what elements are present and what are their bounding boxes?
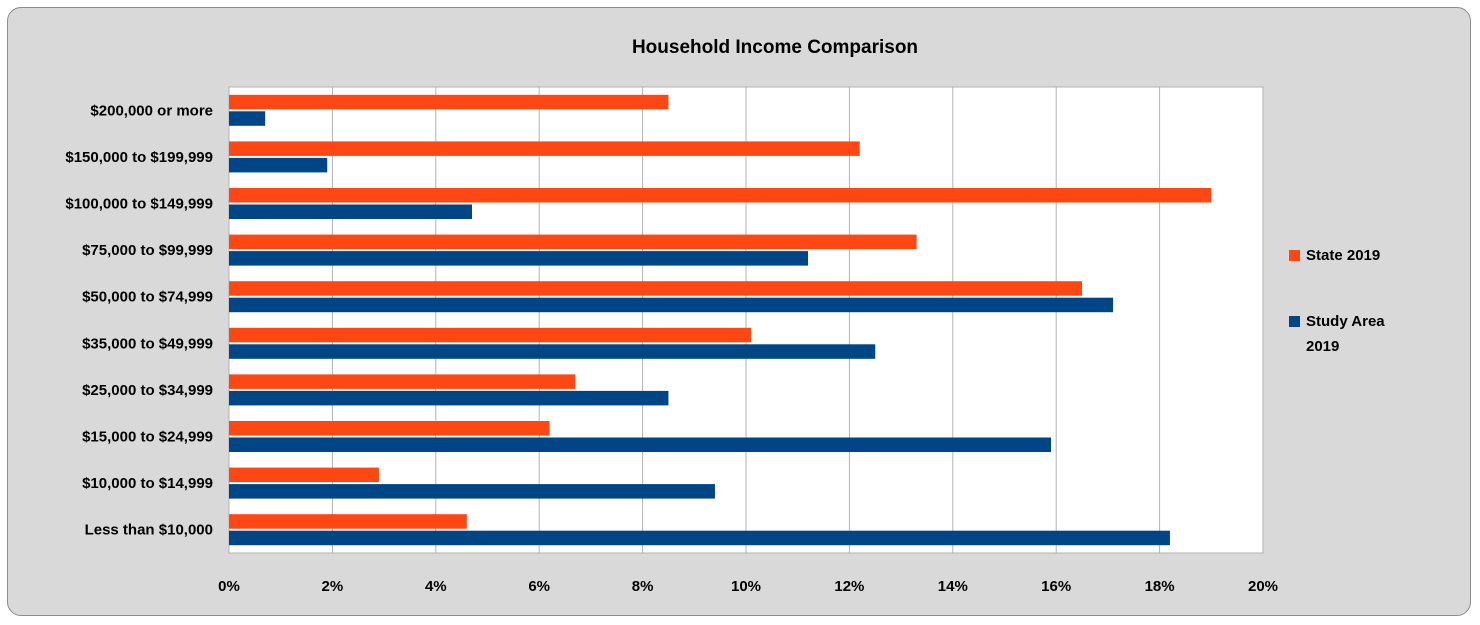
bar-state-2019-10-000-to-14-999 <box>229 467 379 483</box>
category-label-200-000-or-more: $200,000 or more <box>90 102 213 119</box>
x-tick-label: 8% <box>632 578 654 595</box>
x-tick-label: 4% <box>425 578 447 595</box>
legend-swatch-state-2019 <box>1289 250 1300 261</box>
x-axis-tick-labels: 0% 2% 4% 6% 8% 10% 12% 14% 16% 18% 20% <box>218 578 1278 595</box>
x-tick-label: 18% <box>1145 578 1175 595</box>
legend-label-study-area-2019-line1: Study Area <box>1306 313 1385 330</box>
x-tick-label: 12% <box>834 578 864 595</box>
chart-title: Household Income Comparison <box>632 37 918 58</box>
bar-study-area-2019-100-000-to-149-999 <box>229 204 472 219</box>
bar-state-2019-35-000-to-49-999 <box>229 327 752 343</box>
x-tick-label: 6% <box>528 578 550 595</box>
category-label-25-000-to-34-999: $25,000 to $34,999 <box>82 382 213 399</box>
x-tick-label: 20% <box>1248 578 1278 595</box>
x-tick-label: 10% <box>731 578 761 595</box>
x-tick-label: 2% <box>322 578 344 595</box>
category-label-10-000-to-14-999: $10,000 to $14,999 <box>82 475 213 492</box>
legend-swatch-study-area-2019 <box>1289 316 1300 327</box>
bar-study-area-2019-less-than-10-000 <box>229 530 1170 546</box>
bar-study-area-2019-10-000-to-14-999 <box>229 484 715 499</box>
category-label-50-000-to-74-999: $50,000 to $74,999 <box>82 289 213 306</box>
bar-state-2019-100-000-to-149-999 <box>229 188 1212 203</box>
bar-state-2019-50-000-to-74-999 <box>229 281 1083 296</box>
legend: State 2019 Study Area 2019 <box>1289 247 1385 355</box>
category-label-75-000-to-99-999: $75,000 to $99,999 <box>82 242 213 259</box>
legend-label-state-2019: State 2019 <box>1306 247 1380 264</box>
bar-study-area-2019-75-000-to-99-999 <box>229 251 809 266</box>
bar-state-2019-150-000-to-199-999 <box>229 141 860 156</box>
bar-study-area-2019-50-000-to-74-999 <box>229 297 1114 313</box>
bar-study-area-2019-150-000-to-199-999 <box>229 157 328 173</box>
category-label-100-000-to-149-999: $100,000 to $149,999 <box>65 196 213 213</box>
bar-state-2019-less-than-10-000 <box>229 514 467 529</box>
category-label-35-000-to-49-999: $35,000 to $49,999 <box>82 335 213 352</box>
bar-state-2019-15-000-to-24-999 <box>229 421 550 436</box>
category-label-less-than-10-000: Less than $10,000 <box>85 522 213 539</box>
category-label-150-000-to-199-999: $150,000 to $199,999 <box>65 149 213 166</box>
bar-state-2019-75-000-to-99-999 <box>229 234 917 250</box>
bar-study-area-2019-200-000-or-more <box>229 111 266 126</box>
bar-study-area-2019-25-000-to-34-999 <box>229 390 669 406</box>
bar-study-area-2019-15-000-to-24-999 <box>229 437 1052 452</box>
bar-state-2019-25-000-to-34-999 <box>229 374 576 389</box>
gridlines <box>331 87 1161 553</box>
bars <box>229 94 1212 546</box>
bar-state-2019-200-000-or-more <box>229 94 669 110</box>
x-tick-label: 16% <box>1041 578 1071 595</box>
category-labels: $200,000 or more $150,000 to $199,999 $100… <box>65 102 213 538</box>
x-tick-label: 0% <box>218 578 240 595</box>
legend-label-study-area-2019-line2: 2019 <box>1306 338 1339 355</box>
bar-study-area-2019-35-000-to-49-999 <box>229 344 876 359</box>
category-label-15-000-to-24-999: $15,000 to $24,999 <box>82 429 213 446</box>
x-tick-label: 14% <box>938 578 968 595</box>
